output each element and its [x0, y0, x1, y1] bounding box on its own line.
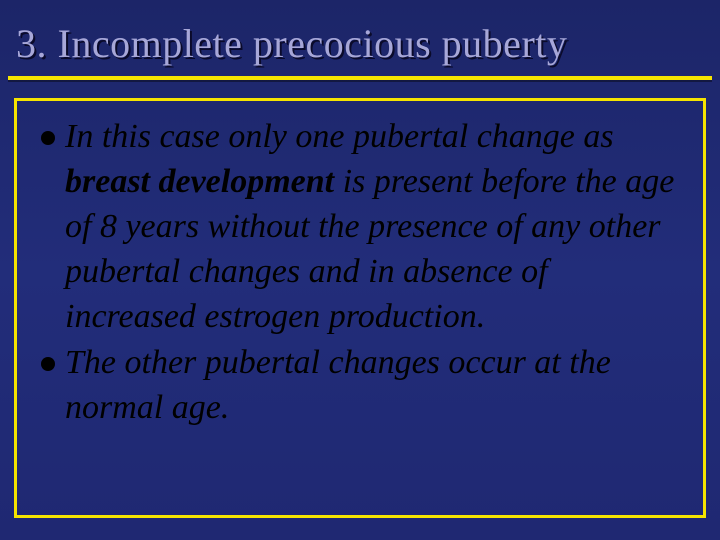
slide-title: 3. Incomplete precocious puberty	[16, 20, 567, 67]
bullet-text: In this case only one pubertal change as…	[65, 115, 683, 339]
slide: 3. Incomplete precocious puberty In this…	[0, 0, 720, 540]
body-box: In this case only one pubertal change as…	[14, 98, 706, 518]
bullet-text-pre: The other pubertal changes occur at the …	[65, 344, 611, 426]
list-item: The other pubertal changes occur at the …	[41, 341, 683, 431]
title-container: 3. Incomplete precocious puberty	[8, 10, 712, 76]
bullet-icon	[41, 131, 55, 145]
list-item: In this case only one pubertal change as…	[41, 115, 683, 339]
bullet-text-bold: breast development	[65, 163, 334, 200]
bullet-text-pre: In this case only one pubertal change as	[65, 118, 614, 155]
bullet-text: The other pubertal changes occur at the …	[65, 341, 683, 431]
bullet-icon	[41, 357, 55, 371]
title-underline	[8, 76, 712, 80]
